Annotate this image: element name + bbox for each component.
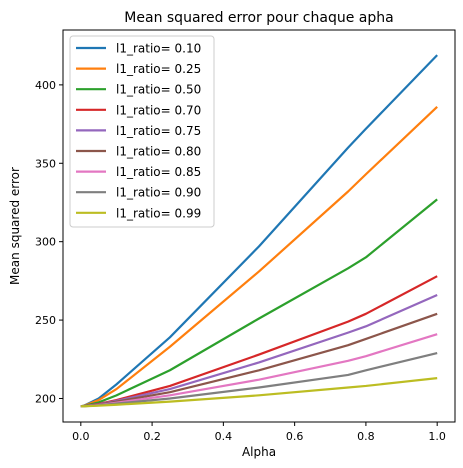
legend-label-2: l1_ratio= 0.50: [116, 83, 201, 97]
legend: l1_ratio= 0.10 l1_ratio= 0.25 l1_ratio= 0.…: [69, 35, 215, 228]
plot-frame: [62, 29, 456, 423]
x-tick-label: 0.8: [357, 430, 375, 443]
y-tick-label: 350: [35, 157, 56, 170]
y-tick-label: 250: [35, 314, 56, 327]
x-axis-ticks: 0.0 0.2 0.4 0.6 0.8 1.0: [72, 422, 446, 443]
x-tick-label: 0.6: [286, 430, 304, 443]
chart-title: Mean squared error pour chaque apha: [124, 10, 393, 26]
legend-items: l1_ratio= 0.10 l1_ratio= 0.25 l1_ratio= 0.…: [76, 42, 201, 220]
x-axis-label: Alpha: [242, 445, 276, 459]
legend-box: [69, 35, 215, 228]
series-line-5: [80, 312, 438, 408]
plot-lines: [80, 54, 438, 408]
legend-label-8: l1_ratio= 0.99: [116, 206, 201, 220]
legend-label-4: l1_ratio= 0.75: [116, 124, 201, 138]
y-axis-label: Mean squared error: [8, 167, 22, 285]
x-tick-label: 0.2: [143, 430, 161, 443]
y-axis-ticks: 200 250 300 350 400: [35, 79, 63, 405]
legend-label-5: l1_ratio= 0.80: [116, 145, 201, 159]
x-tick-label: 0.0: [72, 430, 90, 443]
x-tick-label: 0.4: [215, 430, 233, 443]
legend-label-0: l1_ratio= 0.10: [116, 42, 201, 56]
series-line-8: [80, 377, 438, 408]
x-tick-label: 1.0: [428, 430, 446, 443]
y-tick-label: 300: [35, 236, 56, 249]
legend-label-7: l1_ratio= 0.90: [116, 186, 201, 200]
legend-label-3: l1_ratio= 0.70: [116, 103, 201, 117]
y-tick-label: 400: [35, 79, 56, 92]
legend-label-1: l1_ratio= 0.25: [116, 62, 201, 76]
legend-label-6: l1_ratio= 0.85: [116, 165, 201, 179]
y-tick-label: 200: [35, 392, 56, 405]
